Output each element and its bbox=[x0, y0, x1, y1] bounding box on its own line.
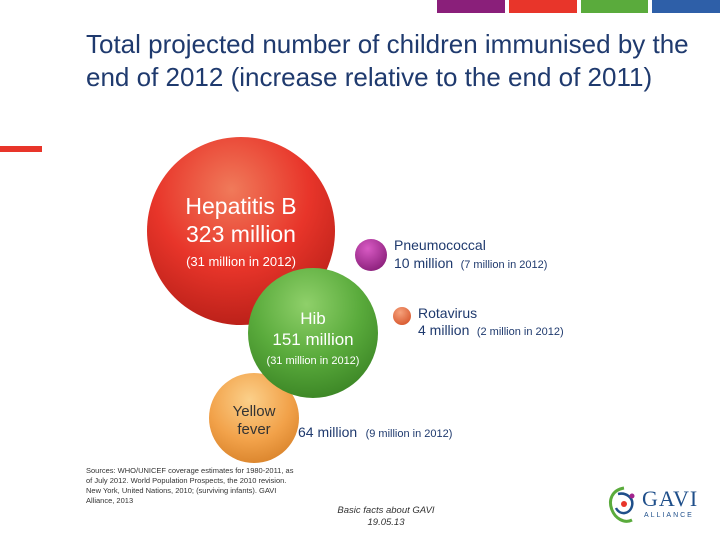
pneumo-increase: (7 million in 2012) bbox=[461, 259, 548, 271]
gavi-logo: GAVI ALLIANCE bbox=[604, 482, 708, 528]
footer-date: 19.05.13 bbox=[367, 517, 405, 528]
pneumo-name-label: Pneumococcal bbox=[394, 237, 486, 253]
yf-name-line-1: Yellow bbox=[233, 403, 276, 420]
top-bar-segment-1 bbox=[437, 0, 505, 13]
bubble-yellow-fever bbox=[209, 373, 299, 463]
rota-value: 4 million bbox=[418, 322, 469, 338]
slide-title: Total projected number of children immun… bbox=[86, 29, 689, 92]
pneumo-value: 10 million bbox=[394, 255, 453, 271]
yf-value: 64 million bbox=[298, 424, 357, 440]
hepb-increase-label: (31 million in 2012) bbox=[186, 254, 296, 269]
top-bar-segment-4 bbox=[652, 0, 720, 13]
rota-name-label: Rotavirus bbox=[418, 305, 477, 321]
bubble-hib bbox=[248, 268, 378, 398]
hib-name-label: Hib bbox=[300, 309, 326, 328]
top-bar-segment-3 bbox=[581, 0, 648, 13]
hepb-value-label: 323 million bbox=[186, 221, 296, 247]
gavi-logo-subtext: ALLIANCE bbox=[644, 512, 694, 519]
pneumo-value-group: 10 million (7 million in 2012) bbox=[394, 255, 547, 272]
footer: Basic facts about GAVI 19.05.13 bbox=[300, 505, 472, 529]
yf-name-line-2: fever bbox=[237, 421, 270, 438]
hib-value-label: 151 million bbox=[272, 330, 353, 349]
rota-increase: (2 million in 2012) bbox=[477, 326, 564, 338]
yf-value-label: 64 million (9 million in 2012) bbox=[298, 424, 452, 441]
footer-line-1: Basic facts about GAVI bbox=[337, 505, 435, 516]
bubble-rotavirus bbox=[393, 307, 411, 325]
gavi-logo-text: GAVI bbox=[642, 486, 699, 511]
hib-increase-label: (31 million in 2012) bbox=[267, 355, 360, 367]
gavi-logo-icon bbox=[609, 486, 635, 523]
bubble-pneumococcal bbox=[355, 239, 387, 271]
yf-increase: (9 million in 2012) bbox=[366, 428, 453, 440]
top-bar-segment-2 bbox=[509, 0, 577, 13]
rota-value-group: 4 million (2 million in 2012) bbox=[418, 322, 564, 339]
sources-note: Sources: WHO/UNICEF coverage estimates f… bbox=[86, 466, 294, 505]
hepb-name-label: Hepatitis B bbox=[185, 193, 296, 219]
accent-line bbox=[0, 146, 42, 152]
